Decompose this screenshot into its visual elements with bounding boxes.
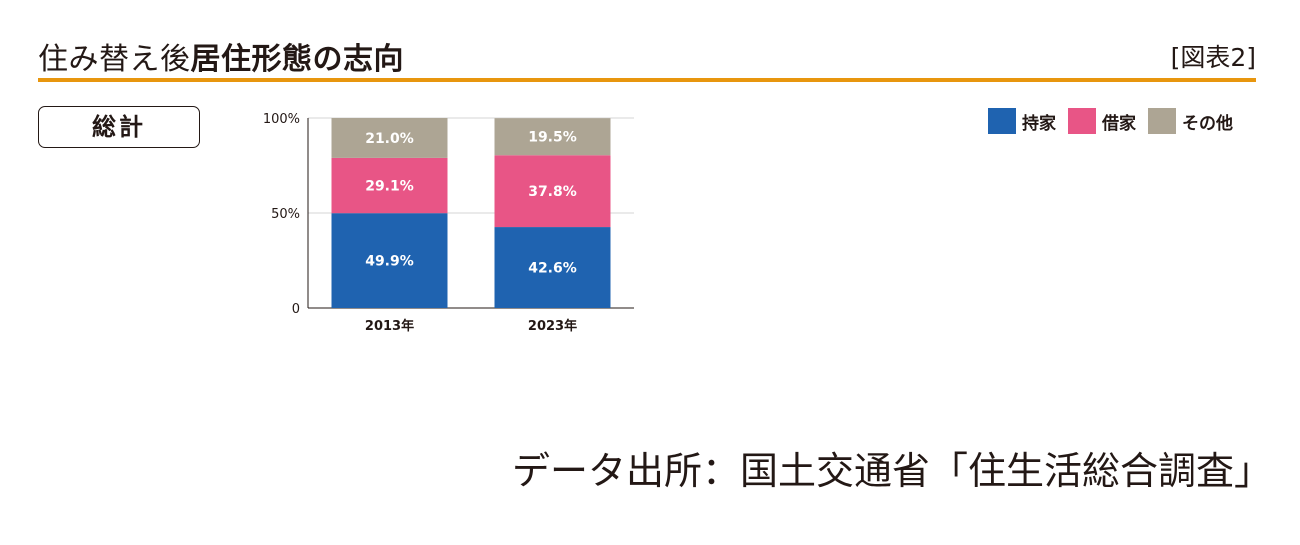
y-tick-label: 100% bbox=[263, 112, 300, 127]
title-prefix: 住み替え後 bbox=[38, 42, 191, 77]
figure-label: [図表2] bbox=[1170, 43, 1256, 72]
legend-swatch-rented bbox=[1068, 108, 1096, 134]
x-tick-label: 2013年 bbox=[365, 318, 414, 334]
legend-label-rented: 借家 bbox=[1102, 113, 1136, 134]
data-label: 49.9% bbox=[365, 254, 414, 270]
page-title: 住み替え後居住形態の志向 bbox=[38, 34, 404, 78]
bar-segment bbox=[494, 118, 611, 156]
bar-segment bbox=[494, 227, 611, 308]
data-label: 29.1% bbox=[365, 179, 414, 195]
legend-item-rented: 借家 bbox=[1068, 108, 1136, 134]
data-label: 37.8% bbox=[528, 184, 577, 200]
legend-item-other: その他 bbox=[1148, 108, 1233, 134]
legend-swatch-other bbox=[1148, 108, 1176, 134]
legend-swatch-owned bbox=[988, 108, 1016, 134]
title-main: 居住形態の志向 bbox=[190, 42, 404, 77]
data-label: 19.5% bbox=[528, 130, 577, 146]
data-label: 21.0% bbox=[365, 131, 414, 147]
header: 住み替え後居住形態の志向 [図表2] bbox=[38, 28, 1256, 78]
data-label: 42.6% bbox=[528, 261, 577, 277]
panel-label: 総計 bbox=[38, 106, 200, 148]
bar-segment bbox=[494, 155, 611, 228]
legend: 持家 借家 その他 bbox=[988, 108, 1233, 134]
legend-label-owned: 持家 bbox=[1022, 113, 1056, 134]
bar-segment bbox=[331, 157, 448, 214]
source-note: データ出所：国土交通省「住生活総合調査」 bbox=[511, 449, 1272, 493]
y-tick-label: 50% bbox=[271, 207, 300, 222]
stacked-bar-chart: 0 50% 100% 49.9% 29.1% 21.0% 2013年 42.6% 37.8% 19… bbox=[263, 112, 634, 334]
legend-label-other: その他 bbox=[1182, 113, 1233, 134]
bar-segment bbox=[331, 213, 448, 308]
x-tick-label: 2023年 bbox=[528, 318, 577, 334]
title-rule bbox=[38, 78, 1256, 82]
bar-segment bbox=[331, 118, 448, 158]
y-tick-label: 0 bbox=[292, 302, 300, 317]
legend-item-owned: 持家 bbox=[988, 108, 1056, 134]
